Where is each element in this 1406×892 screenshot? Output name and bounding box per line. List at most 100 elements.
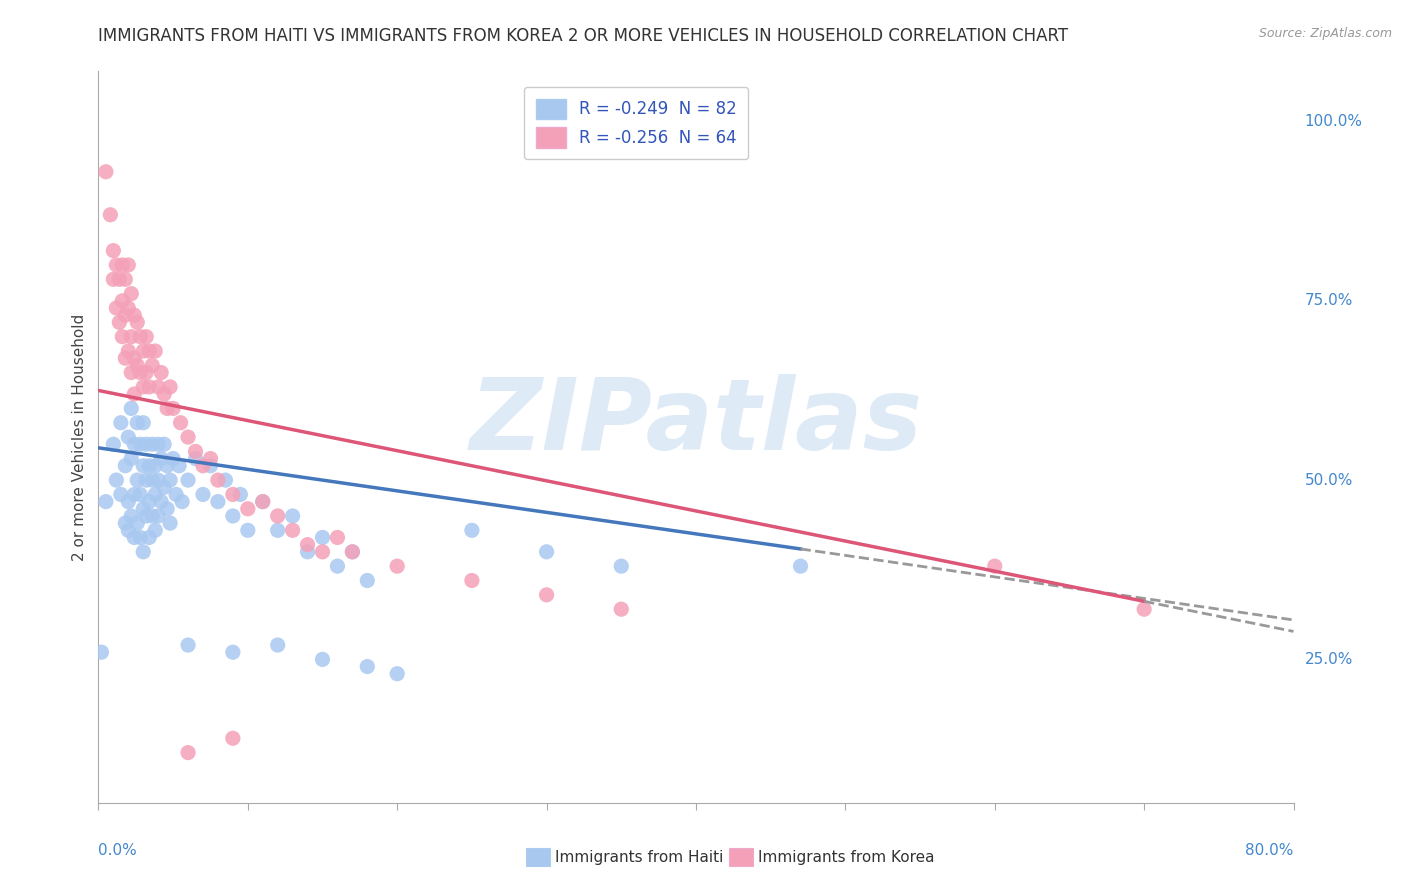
Point [252,494,274,508]
Text: 50.0%: 50.0% [1305,473,1353,488]
Point [138,458,160,473]
Text: IMMIGRANTS FROM HAITI VS IMMIGRANTS FROM KOREA 2 OR MORE VEHICLES IN HOUSEHOLD C: IMMIGRANTS FROM HAITI VS IMMIGRANTS FROM… [98,27,1069,45]
Point [342,545,364,559]
Point [114,272,136,286]
Point [267,524,290,538]
Point [132,380,155,394]
Point [162,401,184,416]
Point [105,258,128,272]
Point [132,458,155,473]
Point [356,659,378,673]
Point [141,473,163,487]
Point [222,508,245,523]
Point [120,329,142,343]
Point [129,487,152,501]
Point [129,329,152,343]
FancyBboxPatch shape [526,848,550,866]
Point [111,258,134,272]
Point [461,524,484,538]
Point [135,329,157,343]
Point [117,524,139,538]
Text: 75.0%: 75.0% [1305,293,1353,309]
Point [117,494,139,508]
Point [120,508,142,523]
Point [165,487,187,501]
Point [138,380,160,394]
Point [150,451,173,466]
Point [132,344,155,359]
Point [252,494,274,508]
Point [117,344,139,359]
Point [114,308,136,322]
Point [141,359,163,373]
Point [159,516,181,530]
Point [148,508,170,523]
Legend: R = -0.249  N = 82, R = -0.256  N = 64: R = -0.249 N = 82, R = -0.256 N = 64 [524,87,748,160]
Text: Immigrants from Haiti: Immigrants from Haiti [555,850,723,865]
Point [110,487,132,501]
Point [141,508,163,523]
Point [214,473,236,487]
Point [103,272,125,286]
Point [207,473,229,487]
Point [129,437,152,451]
Point [124,487,146,501]
Point [124,351,146,366]
Point [356,574,378,588]
Point [132,501,155,516]
Point [94,165,117,179]
Point [111,293,134,308]
Point [236,501,259,516]
Point [135,366,157,380]
Point [169,416,191,430]
Point [167,458,190,473]
Point [236,524,259,538]
Point [177,473,200,487]
Point [326,531,349,545]
Point [129,531,152,545]
Point [191,458,214,473]
Point [117,258,139,272]
Point [789,559,811,574]
Point [114,351,136,366]
Point [150,494,173,508]
Point [342,545,364,559]
Point [135,473,157,487]
Point [127,516,149,530]
Point [177,430,200,444]
Point [184,444,207,458]
Point [127,416,149,430]
Point [297,538,319,552]
Point [138,344,160,359]
Point [156,501,179,516]
Point [536,545,558,559]
Point [120,451,142,466]
Point [222,645,245,659]
Point [267,638,290,652]
Text: Source: ZipAtlas.com: Source: ZipAtlas.com [1258,27,1392,40]
Point [105,473,128,487]
Text: ZIPatlas: ZIPatlas [470,374,922,471]
Text: 0.0%: 0.0% [98,843,138,858]
Point [385,666,409,681]
Point [385,559,409,574]
Point [114,458,136,473]
Point [150,366,173,380]
Point [326,559,349,574]
Point [148,473,170,487]
Point [311,531,333,545]
Point [143,458,166,473]
Point [984,559,1007,574]
Point [281,508,304,523]
Point [129,366,152,380]
Point [124,387,146,401]
Text: 80.0%: 80.0% [1246,843,1294,858]
Text: 100.0%: 100.0% [1305,114,1362,129]
Point [222,731,245,746]
Point [110,416,132,430]
FancyBboxPatch shape [730,848,754,866]
Point [135,437,157,451]
Point [207,494,229,508]
Point [127,473,149,487]
Point [191,487,214,501]
